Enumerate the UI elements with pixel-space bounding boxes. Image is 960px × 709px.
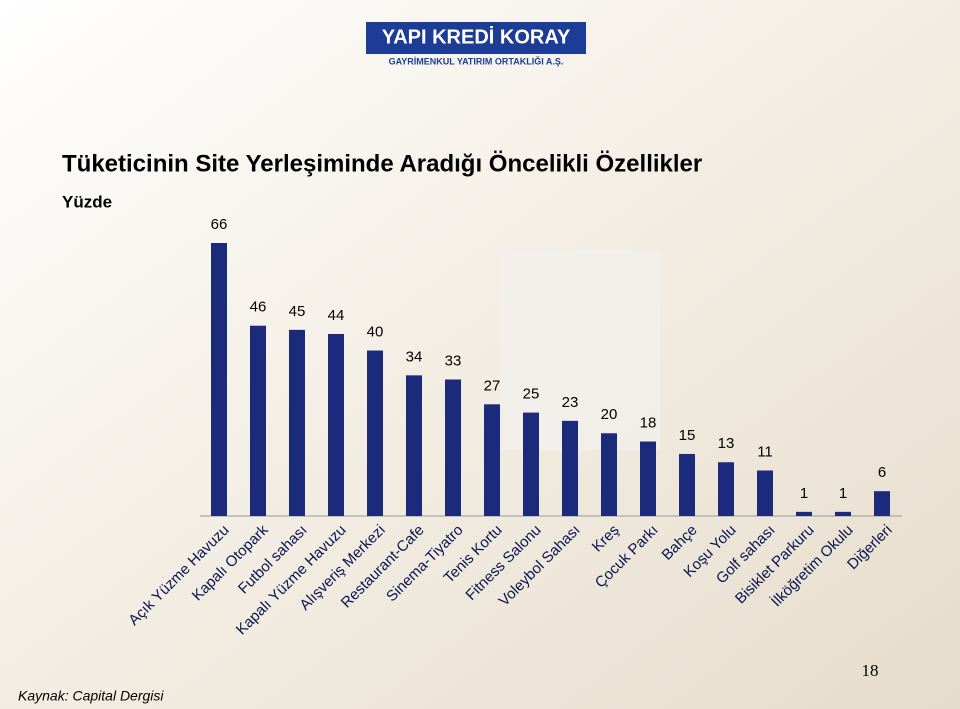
logo-box [366, 22, 586, 54]
bar [289, 329, 305, 516]
chart-subtitle: Yüzde [62, 192, 112, 211]
value-label: 34 [406, 348, 423, 365]
value-label: 33 [445, 352, 462, 369]
value-label: 13 [718, 435, 735, 452]
value-label: 23 [562, 394, 579, 411]
logo-name: YAPI KREDİ KORAY [382, 25, 571, 48]
bar [523, 412, 539, 516]
chart-title: Tüketicinin Site Yerleşiminde Aradığı Ön… [62, 150, 702, 177]
value-label: 6 [878, 464, 886, 481]
bar [250, 325, 266, 516]
bar [211, 243, 227, 516]
value-label: 20 [601, 406, 618, 423]
value-label: 44 [328, 307, 345, 324]
value-label: 18 [640, 415, 657, 432]
value-label: 15 [679, 427, 696, 444]
bar [835, 511, 851, 516]
value-label: 1 [839, 485, 847, 502]
bar [796, 511, 812, 516]
bar [757, 470, 773, 516]
value-label: 46 [250, 299, 267, 316]
value-label: 40 [367, 324, 384, 341]
bar [718, 462, 734, 516]
value-label: 11 [757, 443, 773, 460]
value-label: 25 [523, 386, 540, 403]
value-label: 1 [800, 485, 808, 502]
bar [445, 379, 461, 516]
bar [562, 420, 578, 516]
source: Kaynak: Capital Dergisi [18, 688, 164, 704]
bar [679, 453, 695, 516]
bar [874, 491, 890, 516]
bar [601, 433, 617, 516]
bar [367, 350, 383, 516]
value-label: 27 [484, 377, 501, 394]
bar [328, 334, 344, 516]
value-label: 45 [289, 303, 306, 320]
page-number: 18 [862, 661, 879, 680]
logo-tagline: GAYRİMENKUL YATIRIM ORTAKLIĞI A.Ş. [389, 55, 564, 66]
bar [640, 441, 656, 516]
bar [484, 404, 500, 516]
value-label: 66 [211, 216, 228, 233]
bar [406, 375, 422, 516]
